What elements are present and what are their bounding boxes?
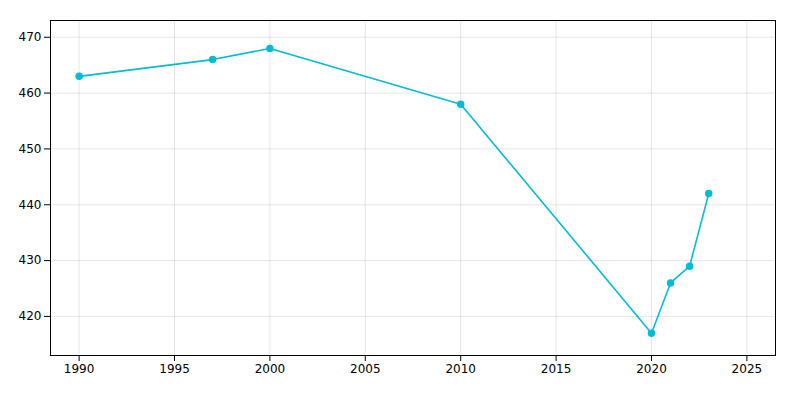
svg-text:440: 440 — [19, 198, 42, 212]
svg-text:2000: 2000 — [255, 362, 286, 376]
svg-text:450: 450 — [19, 142, 42, 156]
svg-text:2020: 2020 — [636, 362, 667, 376]
svg-text:420: 420 — [19, 309, 42, 323]
svg-text:1990: 1990 — [64, 362, 95, 376]
svg-text:2005: 2005 — [350, 362, 381, 376]
svg-text:1995: 1995 — [159, 362, 190, 376]
svg-text:460: 460 — [19, 86, 42, 100]
svg-text:2015: 2015 — [541, 362, 572, 376]
svg-text:430: 430 — [19, 253, 42, 267]
svg-text:2010: 2010 — [445, 362, 476, 376]
svg-text:2025: 2025 — [732, 362, 763, 376]
svg-text:470: 470 — [19, 30, 42, 44]
